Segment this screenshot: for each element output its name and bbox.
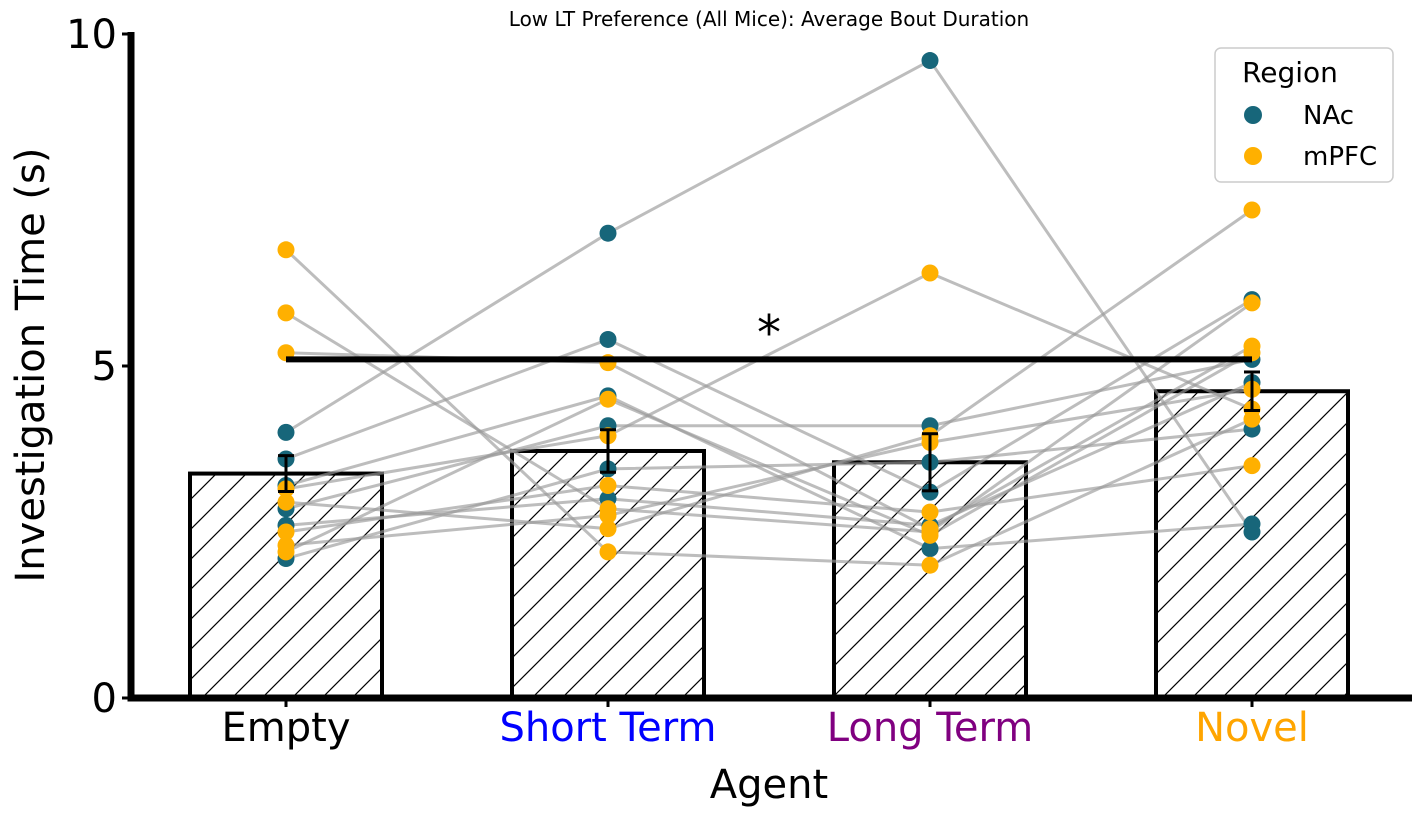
subject-line: [285, 58, 1254, 533]
x-tick-label: Long Term: [827, 705, 1033, 751]
legend-marker-nac: [1244, 106, 1262, 124]
y-axis-label: Investigation Time (s): [8, 148, 54, 583]
x-ticks-layer: Empty Short Term Long Term Novel: [222, 698, 1309, 751]
y-tick-label: 0: [92, 676, 117, 722]
y-tick-label: 5: [92, 344, 117, 390]
subject-line: [285, 271, 1253, 491]
subject-point-mpfc: [277, 304, 295, 322]
subject-point-nac: [599, 330, 617, 348]
subject-point-nac: [921, 52, 939, 70]
x-axis-label: Agent: [710, 762, 828, 808]
subject-point-nac: [1243, 515, 1261, 533]
x-tick-label: Short Term: [499, 705, 716, 751]
subject-line: [285, 351, 1253, 554]
subject-line: [284, 248, 1253, 567]
subject-point-mpfc: [599, 543, 617, 561]
subject-point-mpfc: [921, 556, 939, 574]
legend-frame: [1214, 47, 1394, 183]
subject-point-mpfc: [1243, 294, 1261, 312]
y-tick-label: 10: [66, 12, 117, 58]
subject-lines-layer: [284, 58, 1254, 567]
bar-novel: [1154, 389, 1350, 700]
subject-point-nac: [277, 423, 295, 441]
subject-line: [285, 464, 1253, 534]
subject-line: [285, 208, 1253, 531]
subject-line: [285, 427, 1253, 561]
subject-line: [285, 387, 1253, 547]
subject-line: [285, 344, 1253, 531]
error-bars-layer: [278, 370, 1260, 493]
y-ticks-layer: 0 5 10: [66, 12, 131, 722]
subject-line: [285, 381, 1253, 527]
chart-title: Low LT Preference (All Mice): Average Bo…: [509, 7, 1029, 31]
x-tick-label: Novel: [1195, 705, 1309, 751]
subject-point-mpfc: [599, 477, 617, 495]
legend: Region NAc mPFC: [1214, 47, 1394, 183]
legend-title: Region: [1242, 56, 1338, 89]
subject-point-mpfc: [921, 264, 939, 282]
legend-label-mpfc: mPFC: [1303, 142, 1377, 172]
subject-point-mpfc: [921, 526, 939, 544]
subject-point-mpfc: [599, 520, 617, 538]
subject-point-nac: [599, 224, 617, 242]
subject-point-mpfc: [1243, 457, 1261, 475]
subject-point-mpfc: [921, 503, 939, 521]
subject-point-mpfc: [277, 523, 295, 541]
subject-line: [285, 357, 1253, 511]
x-tick-label: Empty: [222, 705, 351, 751]
subject-point-nac: [921, 540, 939, 558]
subject-point-mpfc: [599, 390, 617, 408]
legend-label-nac: NAc: [1303, 101, 1354, 131]
subject-point-mpfc: [1243, 201, 1261, 219]
subject-line: [285, 394, 1253, 551]
subject-line: [285, 301, 1253, 534]
subject-point-mpfc: [277, 543, 295, 561]
subject-point-mpfc: [277, 241, 295, 259]
subject-point-mpfc: [599, 506, 617, 524]
significance-label: *: [757, 305, 781, 361]
subject-point-mpfc: [277, 493, 295, 511]
legend-marker-mpfc: [1244, 147, 1262, 165]
